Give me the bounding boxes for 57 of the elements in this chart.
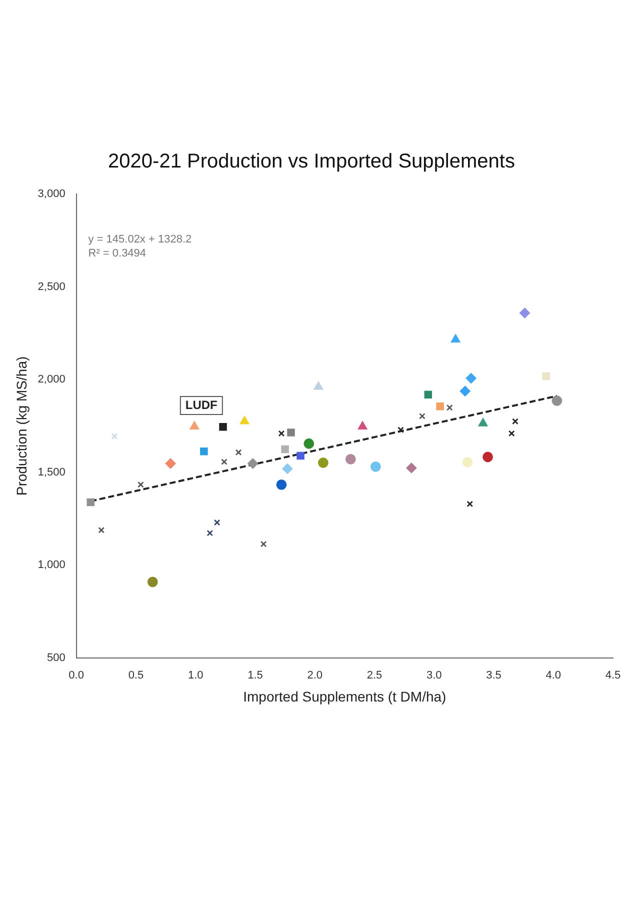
- point: [206, 530, 214, 536]
- point: [462, 456, 473, 468]
- point: [235, 449, 242, 456]
- point: [314, 382, 324, 390]
- point: [138, 481, 144, 488]
- y-tick-label: 2,500: [38, 280, 66, 293]
- point: [214, 519, 220, 526]
- x-tick-label: 3.0: [426, 670, 442, 682]
- point: [370, 461, 381, 472]
- annotation: R² = 0.3494: [88, 248, 146, 260]
- point: [221, 458, 228, 465]
- y-tick-label: 500: [46, 652, 66, 664]
- point: [406, 462, 417, 474]
- point: [460, 386, 470, 396]
- point: [240, 416, 250, 424]
- x-tick-label: 2.0: [307, 670, 322, 682]
- x-tick-label: 4.0: [546, 670, 562, 682]
- point: [358, 421, 368, 430]
- point: [276, 479, 287, 490]
- point: [296, 452, 304, 460]
- point: [318, 458, 328, 468]
- point: [482, 452, 493, 462]
- point: [260, 540, 267, 548]
- chart-title: 2020-21 Production vs Imported Supplements: [108, 150, 515, 173]
- point: [304, 438, 314, 449]
- point: [190, 421, 199, 430]
- x-tick-label: 2.5: [366, 670, 382, 682]
- point: [478, 418, 488, 426]
- point: [446, 404, 453, 411]
- y-tick-label: 2,000: [38, 374, 66, 386]
- point: [282, 463, 293, 474]
- x-tick-label: 1.0: [188, 670, 204, 682]
- point: [200, 448, 208, 456]
- point: [345, 454, 356, 464]
- point: [520, 308, 530, 318]
- point: [436, 402, 444, 410]
- x-tick-label: 0.0: [68, 670, 84, 682]
- annotation: y = 145.02x + 1328.2: [88, 234, 192, 246]
- y-tick-label: 3,000: [38, 188, 66, 200]
- x-tick-label: 1.5: [248, 670, 263, 682]
- point: [147, 576, 158, 588]
- x-tick-label: 4.5: [605, 670, 621, 682]
- x-axis-title: Imported Supplements (t DM/ha): [243, 688, 446, 704]
- annotation: LUDF: [185, 398, 218, 412]
- point: [419, 412, 426, 420]
- point: [542, 372, 550, 380]
- y-tick-label: 1,000: [38, 559, 66, 572]
- point: [165, 458, 176, 469]
- y-axis-title: Production (kg MS/ha): [13, 356, 30, 496]
- point: [287, 428, 295, 436]
- y-tick-label: 1,500: [38, 466, 66, 478]
- point: [424, 390, 432, 399]
- point: [281, 445, 289, 454]
- x-tick-label: 0.5: [128, 670, 144, 682]
- point: [98, 526, 105, 534]
- x-tick-label: 3.5: [486, 670, 502, 682]
- point: [111, 433, 118, 440]
